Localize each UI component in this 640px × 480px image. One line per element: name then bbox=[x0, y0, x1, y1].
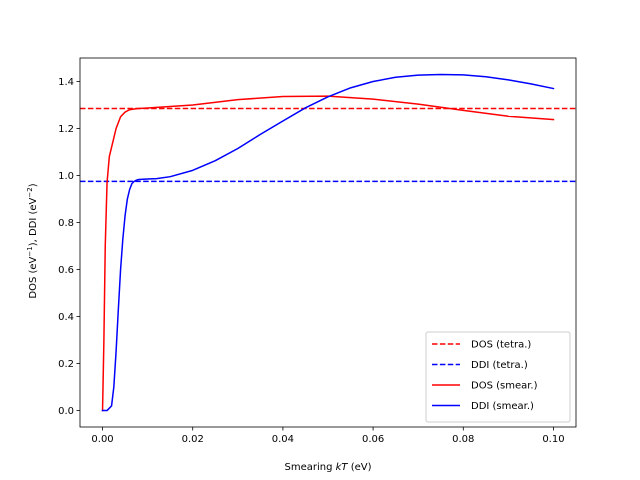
x-axis-label: Smearing kT (eV) bbox=[284, 462, 371, 473]
legend-label-dos-tetra: DOS (tetra.) bbox=[471, 340, 531, 351]
y-tick-label: 0.0 bbox=[58, 406, 74, 417]
legend-label-ddi-smear: DDI (smear.) bbox=[471, 401, 534, 412]
y-tick-label: 1.2 bbox=[58, 124, 74, 135]
axes-frame bbox=[79, 57, 577, 428]
y-tick-label: 0.2 bbox=[58, 359, 74, 370]
x-tick-label: 0.06 bbox=[362, 434, 384, 445]
y-axis-label: DOS (eV−1), DDI (eV−2) bbox=[26, 183, 39, 298]
legend: DOS (tetra.) DDI (tetra.) DOS (smear.) DDI … bbox=[425, 331, 571, 423]
series-line-ddi-smear bbox=[101, 73, 555, 412]
legend-frame bbox=[425, 331, 571, 423]
x-tick-label: 0.04 bbox=[272, 434, 294, 445]
x-tick-label: 0.10 bbox=[542, 434, 564, 445]
legend-label-dos-smear: DOS (smear.) bbox=[471, 381, 538, 392]
series-line-dos-smear bbox=[101, 95, 555, 412]
legend-label-ddi-tetra: DDI (tetra.) bbox=[471, 360, 528, 371]
y-tick-label: 1.0 bbox=[58, 171, 74, 182]
x-tick-label: 0.08 bbox=[452, 434, 474, 445]
plot-area bbox=[80, 73, 576, 412]
axes: 0.00 0.02 0.04 0.06 0.08 0.10 0.0 0.2 0.4 0.6 0.8 1… bbox=[58, 57, 577, 445]
y-tick-label: 0.6 bbox=[58, 265, 74, 276]
x-tick-label: 0.00 bbox=[91, 434, 113, 445]
y-tick-label: 0.4 bbox=[58, 312, 74, 323]
x-tick-label: 0.02 bbox=[182, 434, 204, 445]
y-tick-label: 0.8 bbox=[58, 218, 74, 229]
y-tick-label: 1.4 bbox=[58, 77, 74, 88]
